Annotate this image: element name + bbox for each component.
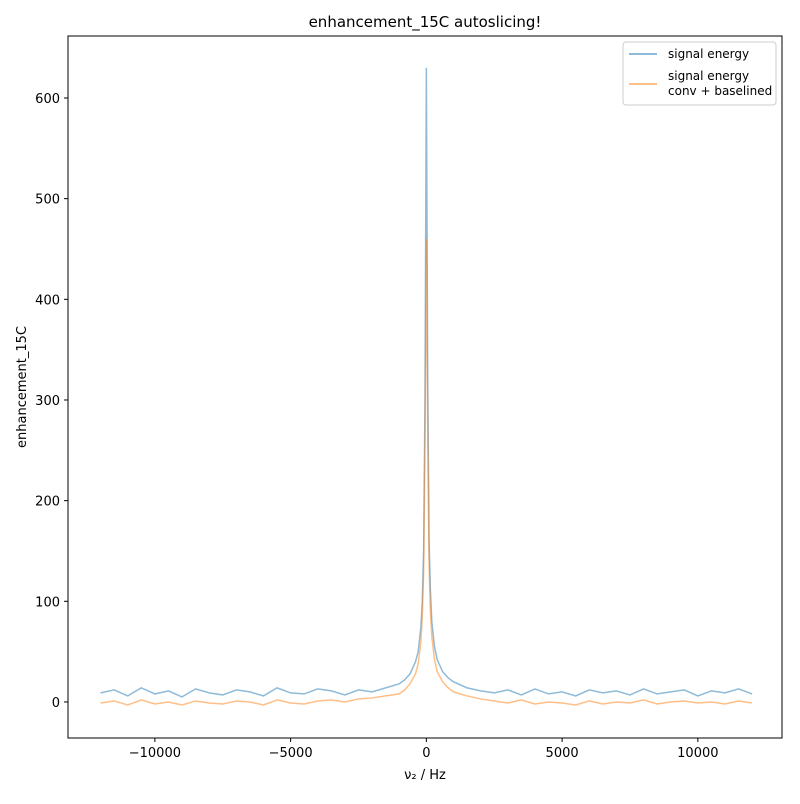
- y-tick-label: 200: [35, 495, 60, 510]
- x-tick-label: 10000: [677, 746, 718, 761]
- line-series: [100, 67, 753, 698]
- legend-label: signal energy: [668, 47, 749, 61]
- x-axis-label: ν₂ / Hz: [404, 768, 446, 783]
- line-series: [100, 238, 753, 706]
- x-tick-label: −5000: [269, 746, 313, 761]
- legend-frame: [622, 41, 777, 106]
- y-axis-label: enhancement_15C: [15, 326, 30, 448]
- x-tick-label: −10000: [129, 746, 181, 761]
- y-tick-label: 500: [35, 193, 60, 208]
- legend-label: signal energy conv + baselined: [668, 69, 772, 98]
- y-tick-label: 400: [35, 293, 60, 308]
- y-tick-label: 100: [35, 595, 60, 610]
- y-tick-label: 300: [35, 394, 60, 409]
- x-tick-label: 5000: [546, 746, 579, 761]
- y-tick-label: 0: [52, 696, 60, 711]
- y-tick-label: 600: [35, 92, 60, 107]
- x-tick-label: 0: [422, 746, 430, 761]
- chart-title: enhancement_15C autoslicing!: [309, 13, 542, 32]
- axes-frame: [67, 35, 783, 739]
